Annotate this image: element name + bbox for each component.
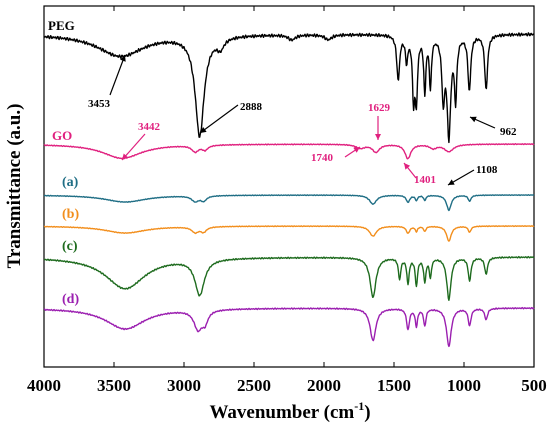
annotation-arrowhead-7	[448, 179, 455, 185]
annotation-6: 1401	[414, 174, 436, 186]
series-label-3: (b)	[62, 207, 79, 222]
series-line-2	[43, 193, 535, 212]
x-axis-label-main: Wavenumber (cm	[209, 402, 354, 423]
x-tick-label-4000: 4000	[27, 376, 61, 395]
annotation-0: 3453	[88, 98, 111, 110]
x-tick-label-3500: 3500	[97, 376, 131, 395]
x-tick-label-1000: 1000	[447, 376, 481, 395]
x-tick-label-3000: 3000	[167, 376, 201, 395]
annotation-4: 1629	[368, 102, 391, 114]
series-label-0: PEG	[48, 18, 75, 33]
y-axis-label: Transmittance (a.u.)	[4, 104, 25, 269]
series-line-0	[43, 32, 535, 144]
x-axis-ticks: 4000 3500 3000 2500 2000 1500 1000 500	[27, 6, 547, 395]
series-line-3	[43, 225, 535, 242]
x-tick-label-500: 500	[521, 376, 547, 395]
series-line-1	[43, 142, 535, 160]
annotation-arrowhead-3	[122, 153, 129, 160]
series-label-2: (a)	[62, 175, 79, 190]
x-axis-label: Wavenumber (cm-1)	[209, 399, 370, 423]
plot-frame	[43, 5, 535, 368]
annotation-arrowhead-0	[120, 55, 126, 62]
series-line-4	[43, 255, 535, 301]
x-tick-label-2000: 2000	[307, 376, 341, 395]
x-tick-label-2500: 2500	[237, 376, 271, 395]
series-line-5	[43, 306, 535, 348]
annotation-1: 2888	[240, 101, 263, 113]
annotation-5: 1740	[311, 152, 334, 164]
annotation-layer: 3453 2888 962 3442 1629 1740 1401 1108	[88, 54, 517, 186]
x-axis-label-sup: -1	[354, 399, 364, 413]
series-label-5: (d)	[62, 292, 79, 307]
annotation-arrow-0	[109, 54, 126, 96]
x-tick-label-1500: 1500	[377, 376, 411, 395]
annotation-arrowhead-1	[200, 127, 207, 133]
annotation-3: 3442	[138, 121, 161, 133]
annotation-arrow-1	[199, 104, 239, 134]
series-labels: PEG GO (a) (b) (c) (d)	[48, 18, 79, 307]
annotation-2: 962	[500, 126, 517, 138]
annotation-arrowhead-5	[353, 147, 360, 153]
annotation-7: 1108	[476, 164, 498, 176]
annotation-arrowhead-6	[404, 163, 411, 170]
series-layer	[43, 32, 535, 348]
series-label-1: GO	[52, 128, 72, 143]
series-label-4: (c)	[62, 239, 78, 254]
x-axis-label-close: )	[364, 402, 370, 423]
annotation-arrowhead-4	[375, 134, 381, 140]
annotation-arrowhead-2	[470, 116, 477, 123]
